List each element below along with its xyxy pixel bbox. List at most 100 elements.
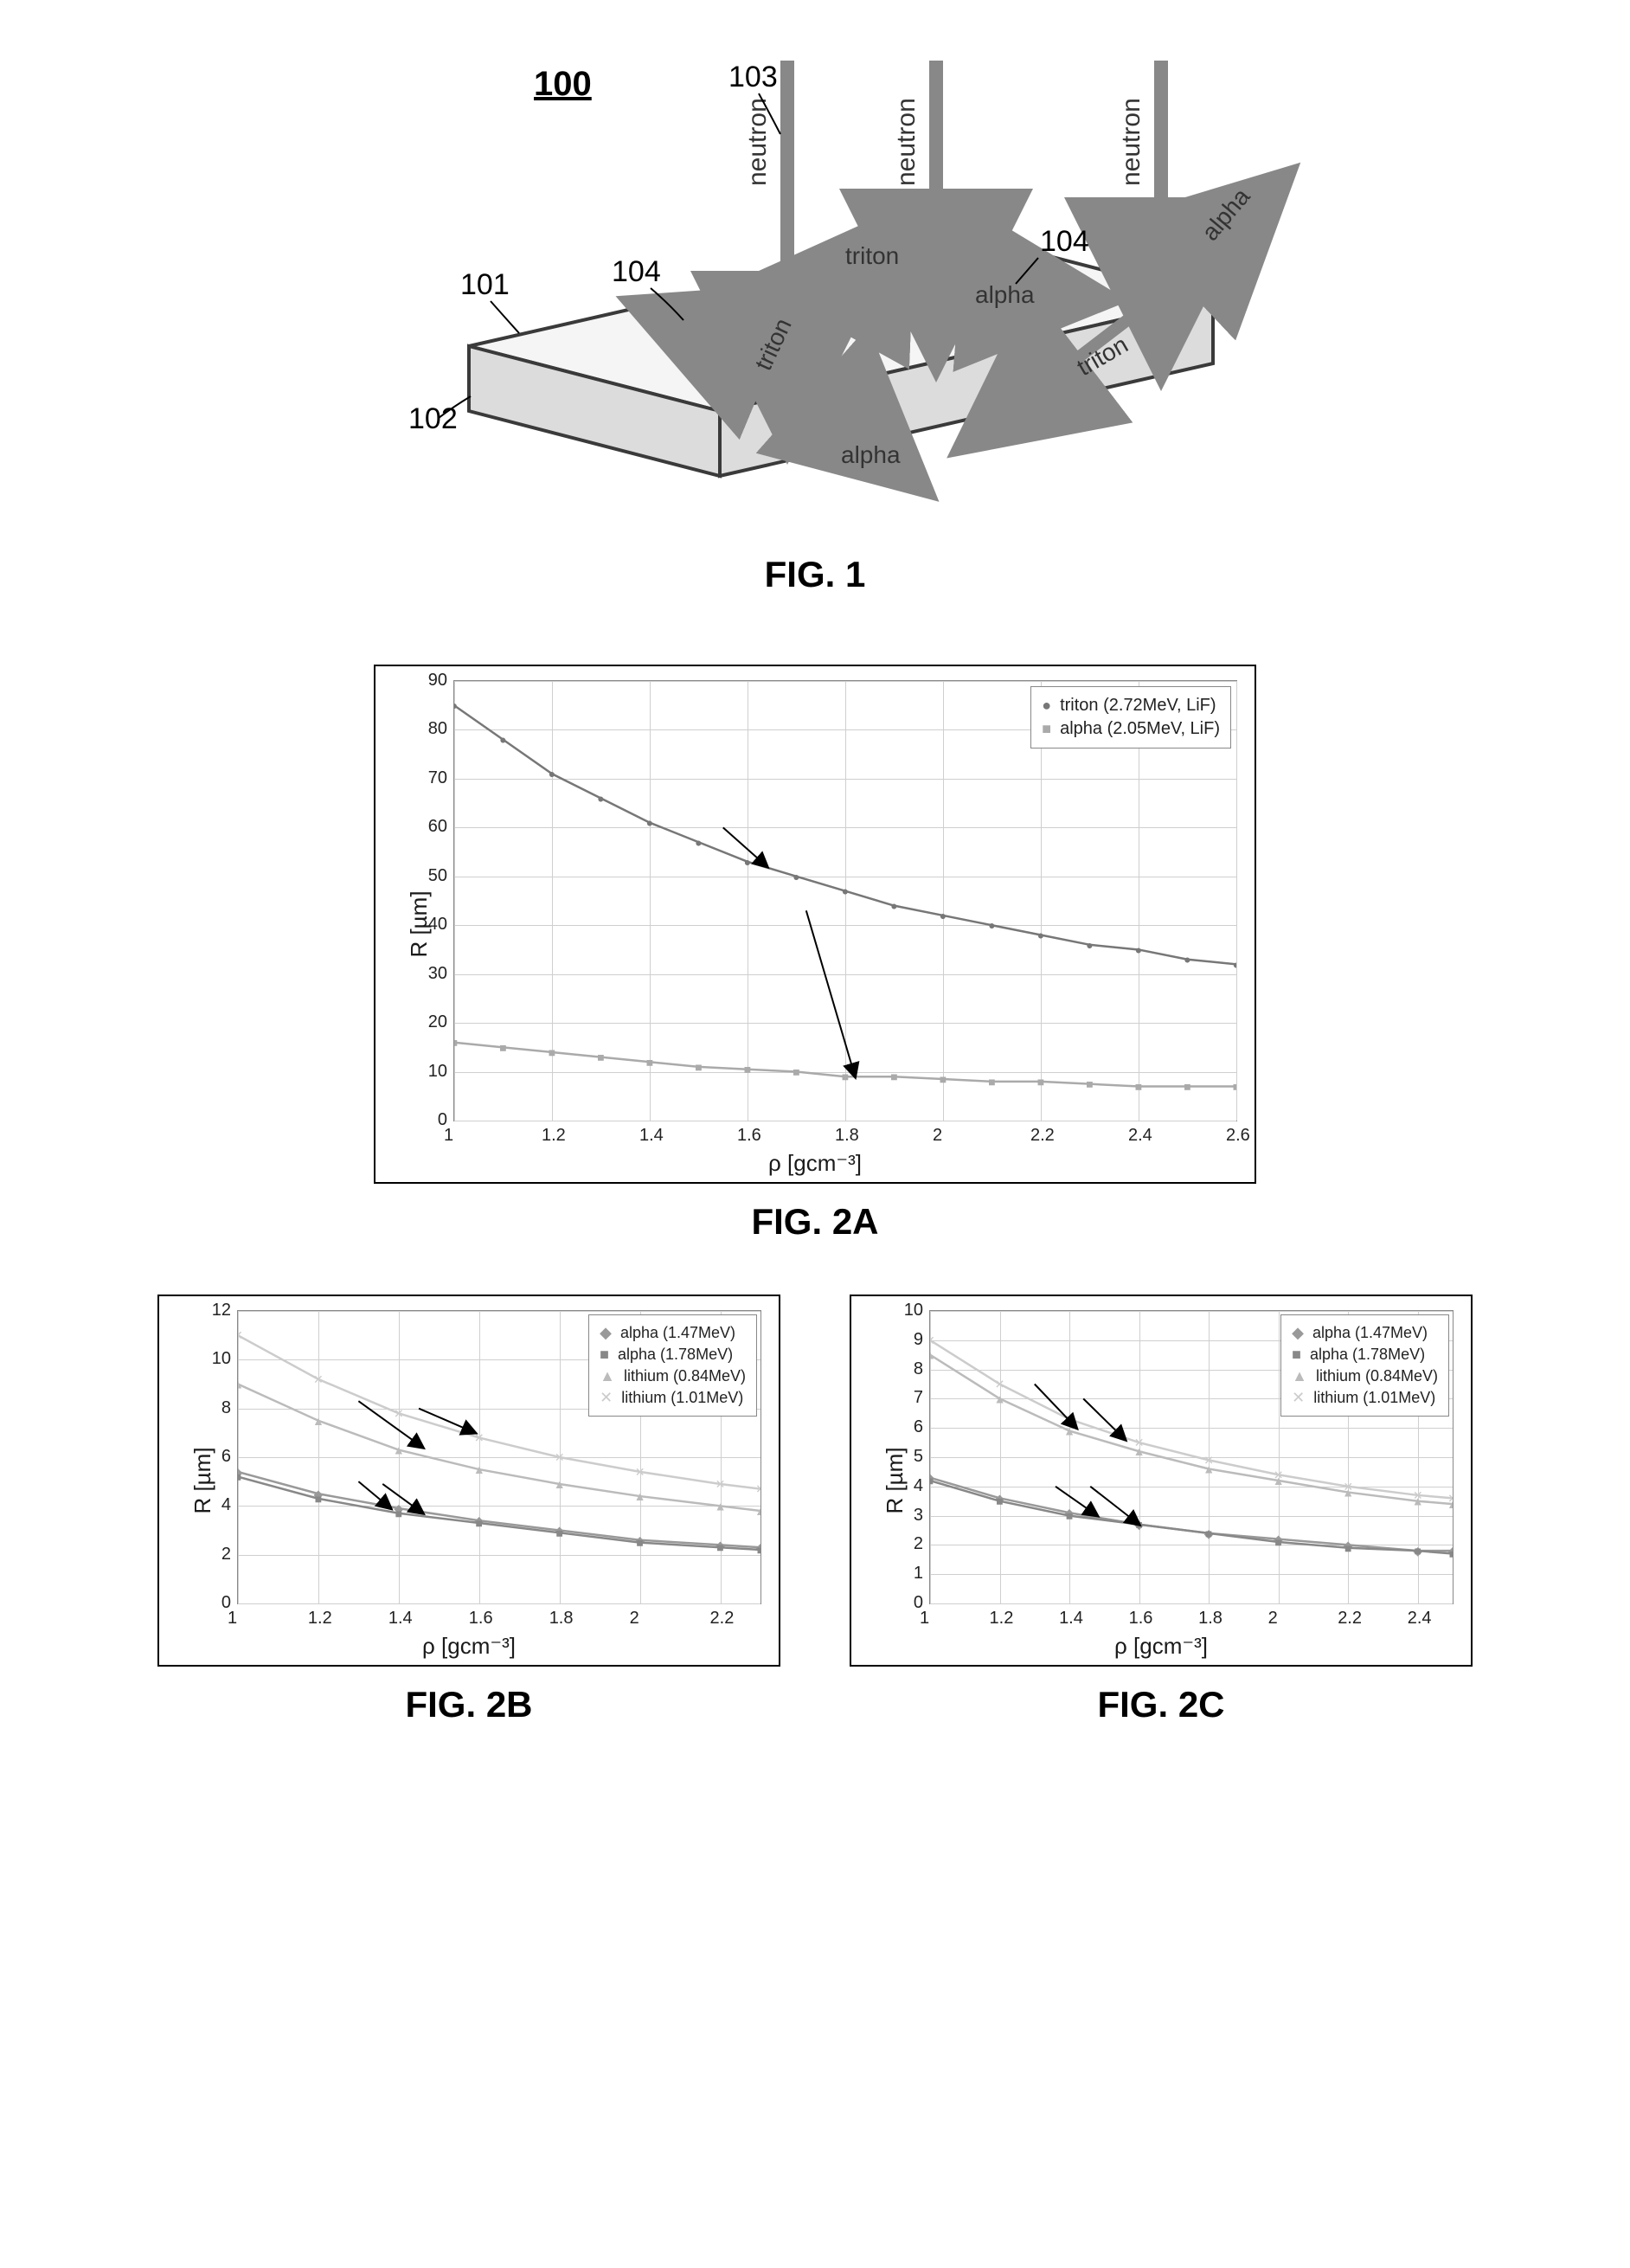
svg-text:■: ■ xyxy=(695,1060,702,1074)
svg-text:●: ● xyxy=(890,899,897,913)
svg-text:▲: ▲ xyxy=(634,1489,646,1503)
xlabel-2b: ρ [gcm⁻³] xyxy=(422,1633,516,1660)
svg-text:■: ■ xyxy=(395,1507,402,1520)
svg-text:✕: ✕ xyxy=(313,1372,324,1386)
fig2b-caption: FIG. 2B xyxy=(405,1684,532,1725)
callout-101 xyxy=(491,301,519,333)
svg-text:▲: ▲ xyxy=(554,1477,566,1491)
fig2c-caption: FIG. 2C xyxy=(1097,1684,1224,1725)
label-triton-2: triton xyxy=(845,242,899,269)
svg-text:▲: ▲ xyxy=(930,1348,936,1362)
plot-inner-2c: 11.21.41.61.822.22.4012345678910◆◆◆◆◆◆◆◆… xyxy=(929,1310,1454,1604)
ref-103: 103 xyxy=(728,61,778,93)
ylabel-2c: R [µm] xyxy=(882,1447,908,1513)
svg-text:■: ■ xyxy=(996,1494,1003,1508)
page: 100 neutron ne xyxy=(104,35,1526,1725)
label-neutron-3: neutron xyxy=(1117,98,1145,186)
svg-text:●: ● xyxy=(744,855,751,869)
svg-text:✕: ✕ xyxy=(1134,1436,1145,1449)
plot-inner-2b: 11.21.41.61.822.2024681012◆◆◆◆◆◆◆◆■■■■■■… xyxy=(237,1310,761,1604)
svg-text:■: ■ xyxy=(890,1070,897,1083)
svg-text:●: ● xyxy=(646,816,653,830)
svg-text:■: ■ xyxy=(744,1063,751,1076)
label-alpha-1: alpha xyxy=(841,441,901,468)
svg-text:●: ● xyxy=(597,791,604,805)
svg-text:✕: ✕ xyxy=(716,1477,726,1491)
svg-text:■: ■ xyxy=(1449,1547,1453,1561)
svg-text:✕: ✕ xyxy=(1413,1488,1423,1502)
legend: ◆alpha (1.47MeV)■alpha (1.78MeV)▲lithium… xyxy=(588,1314,757,1417)
figure-2a: R [µm] ρ [gcm⁻³] 11.21.41.61.822.22.42.6… xyxy=(104,665,1526,1243)
svg-text:✕: ✕ xyxy=(755,1482,760,1496)
plot-2b: R [µm] ρ [gcm⁻³] 11.21.41.61.822.2024681… xyxy=(157,1295,780,1667)
svg-text:✕: ✕ xyxy=(995,1378,1005,1391)
svg-text:✕: ✕ xyxy=(555,1450,565,1464)
svg-text:✕: ✕ xyxy=(1447,1491,1453,1505)
svg-text:✕: ✕ xyxy=(930,1333,935,1347)
svg-text:●: ● xyxy=(1135,942,1142,956)
svg-text:●: ● xyxy=(499,733,506,747)
figure-2b: R [µm] ρ [gcm⁻³] 11.21.41.61.822.2024681… xyxy=(157,1295,780,1725)
svg-text:■: ■ xyxy=(238,1470,241,1484)
triton-arrow-2 xyxy=(828,281,936,286)
svg-text:■: ■ xyxy=(940,1072,947,1086)
ref-104a: 104 xyxy=(612,255,661,288)
ref-104b: 104 xyxy=(1040,225,1089,258)
svg-text:■: ■ xyxy=(1037,1075,1044,1089)
legend: ●triton (2.72MeV, LiF)■alpha (2.05MeV, L… xyxy=(1030,686,1231,749)
legend: ◆alpha (1.47MeV)■alpha (1.78MeV)▲lithium… xyxy=(1280,1314,1449,1417)
svg-text:■: ■ xyxy=(1414,1544,1421,1558)
svg-text:■: ■ xyxy=(1205,1526,1212,1540)
fig2a-caption: FIG. 2A xyxy=(374,1201,1256,1243)
ylabel-2b: R [µm] xyxy=(189,1447,216,1513)
svg-text:●: ● xyxy=(940,909,947,922)
svg-text:■: ■ xyxy=(597,1050,604,1064)
svg-text:■: ■ xyxy=(476,1516,483,1530)
svg-text:▲: ▲ xyxy=(238,1378,244,1391)
plot-2c: R [µm] ρ [gcm⁻³] 11.21.41.61.822.22.4012… xyxy=(850,1295,1473,1667)
svg-text:■: ■ xyxy=(646,1055,653,1069)
svg-text:●: ● xyxy=(549,767,555,781)
svg-text:●: ● xyxy=(695,835,702,849)
svg-text:▲: ▲ xyxy=(715,1499,727,1513)
svg-text:■: ■ xyxy=(757,1543,760,1557)
svg-text:●: ● xyxy=(1037,928,1044,942)
svg-text:●: ● xyxy=(1184,953,1190,967)
label-neutron-2: neutron xyxy=(892,98,921,186)
label-alpha-2: alpha xyxy=(975,281,1035,308)
figure-1: 100 neutron ne xyxy=(104,35,1526,595)
svg-text:●: ● xyxy=(1086,938,1093,952)
svg-text:▲: ▲ xyxy=(393,1443,405,1457)
svg-text:■: ■ xyxy=(1344,1541,1351,1555)
svg-text:●: ● xyxy=(842,884,849,898)
svg-text:■: ■ xyxy=(1135,1079,1142,1093)
svg-text:■: ■ xyxy=(1086,1077,1093,1091)
plot-inner-2a: 11.21.41.61.822.22.42.601020304050607080… xyxy=(453,680,1237,1121)
svg-text:■: ■ xyxy=(454,1036,458,1050)
svg-text:■: ■ xyxy=(1233,1079,1236,1093)
svg-text:▲: ▲ xyxy=(312,1414,324,1428)
svg-text:✕: ✕ xyxy=(635,1465,645,1479)
ref-102: 102 xyxy=(408,402,458,435)
plot-2a: R [µm] ρ [gcm⁻³] 11.21.41.61.822.22.42.6… xyxy=(374,665,1256,1184)
svg-text:✕: ✕ xyxy=(1274,1468,1284,1481)
fig1-svg: 100 neutron ne xyxy=(270,35,1360,536)
svg-text:●: ● xyxy=(454,698,458,712)
svg-text:■: ■ xyxy=(793,1065,799,1079)
svg-text:✕: ✕ xyxy=(238,1328,243,1342)
svg-text:■: ■ xyxy=(555,1526,562,1539)
svg-text:■: ■ xyxy=(636,1536,643,1550)
svg-text:■: ■ xyxy=(315,1492,322,1506)
svg-text:■: ■ xyxy=(1066,1509,1073,1523)
svg-text:■: ■ xyxy=(930,1474,934,1487)
figure-row-bc: R [µm] ρ [gcm⁻³] 11.21.41.61.822.2024681… xyxy=(104,1295,1526,1725)
fig1-caption: FIG. 1 xyxy=(765,554,866,595)
svg-text:▲: ▲ xyxy=(994,1391,1006,1405)
svg-text:✕: ✕ xyxy=(1203,1453,1214,1467)
ref-101: 101 xyxy=(460,268,510,301)
svg-text:✕: ✕ xyxy=(1343,1480,1353,1494)
xlabel-2c: ρ [gcm⁻³] xyxy=(1114,1633,1208,1660)
svg-text:✕: ✕ xyxy=(394,1406,404,1420)
svg-text:■: ■ xyxy=(1274,1535,1281,1549)
svg-text:■: ■ xyxy=(499,1040,506,1054)
